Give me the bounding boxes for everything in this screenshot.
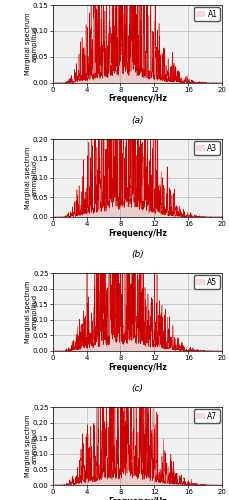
Text: (b): (b) <box>131 250 144 258</box>
Legend: A3: A3 <box>194 142 220 155</box>
Legend: A7: A7 <box>194 410 220 423</box>
X-axis label: Frequency/Hz: Frequency/Hz <box>108 496 167 500</box>
Text: (c): (c) <box>131 384 143 392</box>
Y-axis label: Marginal spectrum
ammplitud: Marginal spectrum ammplitud <box>25 415 38 477</box>
Y-axis label: Marginal spectrum
ammplitud: Marginal spectrum ammplitud <box>25 147 38 209</box>
X-axis label: Frequency/Hz: Frequency/Hz <box>108 362 167 372</box>
Y-axis label: Marginal spectrum
ammplitud: Marginal spectrum ammplitud <box>25 13 38 75</box>
Legend: A1: A1 <box>194 8 220 21</box>
Text: (a): (a) <box>131 116 144 124</box>
X-axis label: Frequency/Hz: Frequency/Hz <box>108 228 167 237</box>
Y-axis label: Marginal spectrum
ammplitud: Marginal spectrum ammplitud <box>25 281 38 343</box>
X-axis label: Frequency/Hz: Frequency/Hz <box>108 94 167 104</box>
Legend: A5: A5 <box>194 276 220 289</box>
